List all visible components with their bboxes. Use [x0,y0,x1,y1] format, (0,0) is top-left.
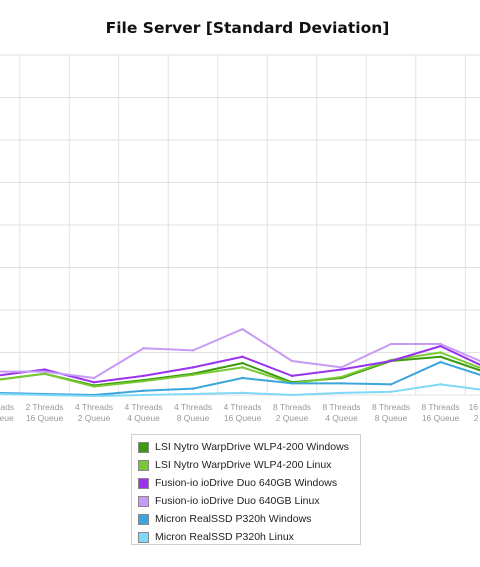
x-tick-label: 8 Threads 2 Queue [273,402,311,423]
x-tick-label: 8 Threads 4 Queue [322,402,360,423]
data-point [92,381,96,384]
data-point [439,351,442,354]
data-point [439,383,442,386]
data-point [290,374,294,378]
data-point [191,392,195,396]
x-tick-label: 4 Threads 8 Queue [174,402,212,423]
data-point [92,394,96,398]
data-point [389,383,393,386]
data-point [389,390,393,394]
legend-swatch [138,477,149,489]
x-tick-label: 4 Threads 4 Queue [124,402,162,423]
data-point [241,366,244,369]
legend-label: Micron RealSSD P320h Linux [155,531,294,543]
data-point [191,366,195,369]
legend-swatch [138,459,149,471]
legend-item[interactable]: LSI Nytro WarpDrive WLP4-200 Linux [138,456,360,474]
series-lines [0,327,480,398]
legend-item[interactable]: Micron RealSSD P320h Linux [138,528,360,546]
data-point [290,359,294,363]
data-point [439,360,442,364]
data-point [340,375,343,379]
x-tick-label: 2 Threads 16 Queue [25,402,63,423]
data-point [92,376,96,380]
data-point [439,344,442,348]
data-point [241,355,244,358]
data-point [142,393,145,397]
data-point [389,359,393,363]
legend-item[interactable]: Fusion-io ioDrive Duo 640GB Windows [138,474,360,492]
data-point [340,366,343,369]
grid [0,54,480,396]
legend-item[interactable]: Fusion-io ioDrive Duo 640GB Linux [138,492,360,510]
data-point [290,382,294,385]
x-tick-label: 4 Threads 16 Queue [223,402,261,423]
data-point [142,374,145,378]
data-point [241,376,244,380]
data-point [191,349,195,352]
data-point [439,355,442,358]
data-point [43,370,46,373]
legend-item[interactable]: Micron RealSSD P320h Windows [138,510,360,528]
data-point [340,391,343,395]
data-point [43,372,46,375]
data-point [241,391,244,395]
data-point [340,382,343,385]
data-point [43,393,46,397]
data-point [43,368,46,371]
legend-label: LSI Nytro WarpDrive WLP4-200 Linux [155,459,332,471]
data-point [241,361,244,365]
data-point [92,385,96,388]
data-point [290,393,294,397]
x-tick-label: 8 Threads 8 Queue [372,402,410,423]
series-line-3 [0,328,480,379]
data-point [142,379,145,383]
legend-swatch [138,495,149,507]
data-point [340,368,343,371]
data-point [439,342,442,346]
chart-title: File Server [Standard Deviation] [105,19,390,37]
x-tick-label: 4 Threads 2 Queue [75,402,113,423]
legend-label: Fusion-io ioDrive Duo 640GB Linux [155,495,320,507]
data-point [241,327,244,331]
legend-swatch [138,531,149,543]
data-point [142,347,145,350]
data-point [191,387,195,390]
legend: LSI Nytro WarpDrive WLP4-200 Windows LSI … [131,434,361,545]
legend-label: Fusion-io ioDrive Duo 640GB Windows [155,477,338,489]
legend-item[interactable]: LSI Nytro WarpDrive WLP4-200 Windows [138,438,360,456]
legend-swatch [138,513,149,525]
legend-label: Micron RealSSD P320h Windows [155,513,312,525]
data-point [389,342,393,346]
x-tick-label: 8 Threads 16 Queue [421,402,459,423]
data-point [142,389,145,392]
data-point [191,373,195,377]
legend-swatch [138,441,149,453]
legend-label: LSI Nytro WarpDrive WLP4-200 Windows [155,441,349,453]
